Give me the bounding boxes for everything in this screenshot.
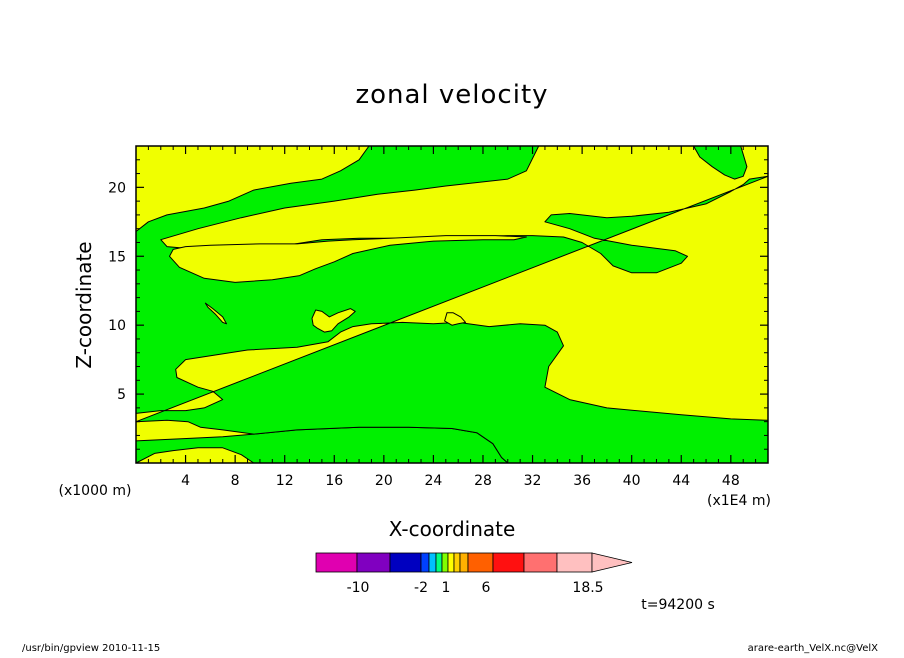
y-scale-note: (x1000 m) bbox=[59, 483, 132, 499]
colorbar-swatch bbox=[428, 552, 437, 573]
colorbar-swatch bbox=[467, 552, 494, 573]
colorbar-swatch bbox=[435, 552, 443, 573]
x-tick-label: 20 bbox=[375, 473, 393, 489]
x-scale-note: (x1E4 m) bbox=[707, 493, 771, 509]
y-tick-label: 20 bbox=[108, 180, 126, 196]
colorbar-swatch bbox=[447, 552, 455, 573]
colorbar-swatch bbox=[523, 552, 558, 573]
colorbar-swatch bbox=[492, 552, 525, 573]
x-tick-label: 32 bbox=[524, 473, 542, 489]
x-tick-label: 24 bbox=[424, 473, 442, 489]
x-tick-label: 48 bbox=[722, 473, 740, 489]
footer-left: /usr/bin/gpview 2010-11-15 bbox=[22, 643, 160, 654]
region-yellow-sliver-1 bbox=[204, 302, 227, 325]
colorbar-swatch bbox=[441, 552, 449, 573]
x-tick-label: 16 bbox=[325, 473, 343, 489]
colorbar-label: 18.5 bbox=[572, 580, 603, 596]
chart-title: zonal velocity bbox=[355, 80, 548, 110]
y-axis-label: Z-coordinate bbox=[72, 241, 96, 368]
x-axis-label: X-coordinate bbox=[389, 517, 516, 541]
colorbar-label: -10 bbox=[347, 580, 370, 596]
colorbar bbox=[315, 552, 633, 573]
colorbar-label: -2 bbox=[414, 580, 428, 596]
y-tick-label: 15 bbox=[108, 249, 126, 265]
colorbar-label: 1 bbox=[442, 580, 451, 596]
contour-regions bbox=[135, 145, 769, 464]
colorbar-swatch bbox=[459, 552, 469, 573]
x-tick-label: 44 bbox=[672, 473, 690, 489]
region-yellow-mid-lens bbox=[169, 235, 527, 283]
x-tick-label: 8 bbox=[231, 473, 240, 489]
plot-frame bbox=[135, 145, 769, 464]
x-tick-label: 4 bbox=[181, 473, 190, 489]
x-tick-label: 28 bbox=[474, 473, 492, 489]
region-green-top-right-blob bbox=[693, 145, 748, 180]
colorbar-swatch bbox=[389, 552, 422, 573]
x-tick-label: 36 bbox=[573, 473, 591, 489]
colorbar-swatch bbox=[556, 552, 593, 573]
region-yellow-blob-2 bbox=[311, 308, 356, 333]
y-tick-label: 5 bbox=[117, 387, 126, 403]
x-tick-label: 40 bbox=[623, 473, 641, 489]
time-annotation: t=94200 s bbox=[641, 597, 715, 613]
colorbar-labels: -10 -2 1 6 18.5 bbox=[347, 580, 604, 596]
colorbar-label: 6 bbox=[482, 580, 491, 596]
region-yellow-blob-3 bbox=[444, 312, 467, 326]
colorbar-swatch bbox=[315, 552, 358, 573]
footer-right: arare-earth_VelX.nc@VelX bbox=[748, 643, 879, 654]
colorbar-swatch bbox=[453, 552, 461, 573]
y-axis-ticks: 5 10 15 20 bbox=[108, 159, 768, 450]
x-axis-ticks: 4 8 12 16 20 24 28 32 36 40 44 48 bbox=[147, 146, 757, 489]
x-tick-label: 12 bbox=[276, 473, 294, 489]
colorbar-swatch bbox=[356, 552, 391, 573]
colorbar-arrow bbox=[591, 552, 633, 573]
y-tick-label: 10 bbox=[108, 318, 126, 334]
colorbar-swatch bbox=[420, 552, 430, 573]
region-green-main bbox=[135, 145, 769, 464]
